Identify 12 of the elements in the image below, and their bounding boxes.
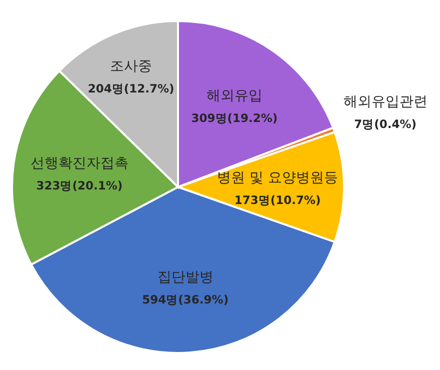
data-label: 7명(0.4%) <box>354 117 417 132</box>
slice-label: 선행확진자접촉 <box>30 156 128 172</box>
data-label: 323명(20.1%) <box>36 178 123 193</box>
slice-label: 해외유입관련 <box>343 94 428 110</box>
data-label: 173명(10.7%) <box>234 193 321 207</box>
slice-label: 해외유입 <box>206 88 262 104</box>
slice-label: 집단발병 <box>157 269 214 286</box>
slice-label: 병원 및 요양병원등 <box>217 170 338 186</box>
data-label: 309명(19.2%) <box>191 110 278 125</box>
slice-label: 조사중 <box>110 58 152 74</box>
data-label: 204명(12.7%) <box>88 81 174 96</box>
data-label: 594명(36.9%) <box>142 292 229 306</box>
